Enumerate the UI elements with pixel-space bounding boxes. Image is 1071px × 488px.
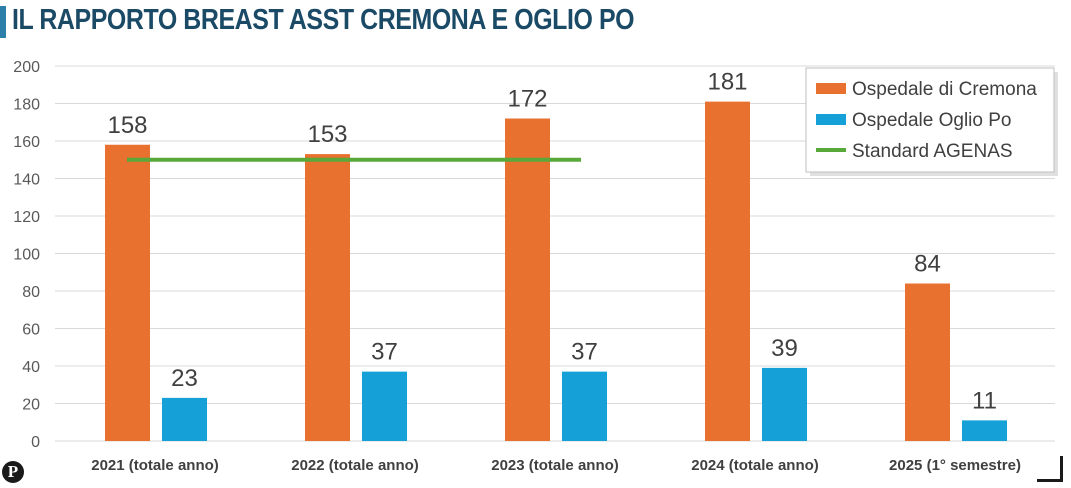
data-label: 39 xyxy=(771,335,798,362)
y-tick-label: 20 xyxy=(22,397,40,414)
legend-swatch xyxy=(816,114,846,125)
chart-title: IL RAPPORTO BREAST ASST CREMONA E OGLIO … xyxy=(12,4,635,36)
data-label: 37 xyxy=(371,339,398,366)
y-tick-label: 160 xyxy=(13,134,40,151)
x-tick-label: 2022 (totale anno) xyxy=(291,457,419,474)
legend-label: Standard AGENAS xyxy=(852,141,1013,162)
data-label: 23 xyxy=(171,365,198,392)
bar xyxy=(162,397,207,441)
data-label: 153 xyxy=(307,121,347,148)
bar xyxy=(562,371,607,441)
y-tick-label: 140 xyxy=(13,172,40,189)
data-label: 181 xyxy=(707,69,747,96)
y-tick-label: 80 xyxy=(22,284,40,301)
data-label: 158 xyxy=(107,112,147,139)
x-tick-label: 2025 (1° semestre) xyxy=(889,457,1021,474)
bar xyxy=(105,144,150,441)
legend-swatch xyxy=(816,83,846,94)
y-tick-label: 180 xyxy=(13,97,40,114)
y-tick-label: 120 xyxy=(13,209,40,226)
legend-label: Ospedale di Cremona xyxy=(852,79,1037,100)
publisher-logo: P xyxy=(2,461,24,483)
y-tick-label: 0 xyxy=(31,434,40,451)
data-label: 84 xyxy=(914,251,941,278)
bar xyxy=(905,283,950,441)
data-label: 11 xyxy=(972,387,997,414)
bar xyxy=(762,367,807,441)
y-tick-label: 100 xyxy=(13,247,40,264)
bar xyxy=(705,101,750,441)
y-tick-label: 60 xyxy=(22,322,40,339)
title-accent-bar xyxy=(0,6,6,38)
legend-box xyxy=(805,67,1055,173)
corner-mark xyxy=(1037,456,1063,482)
bar xyxy=(362,371,407,441)
bar xyxy=(962,420,1007,441)
bar xyxy=(505,118,550,441)
bar xyxy=(305,154,350,441)
data-label: 172 xyxy=(507,86,547,113)
x-tick-label: 2024 (totale anno) xyxy=(691,457,819,474)
legend-label: Ospedale Oglio Po xyxy=(852,110,1012,131)
data-label: 37 xyxy=(571,339,598,366)
y-tick-label: 200 xyxy=(13,59,40,76)
x-tick-label: 2023 (totale anno) xyxy=(491,457,619,474)
y-tick-label: 40 xyxy=(22,359,40,376)
x-tick-label: 2021 (totale anno) xyxy=(91,457,219,474)
